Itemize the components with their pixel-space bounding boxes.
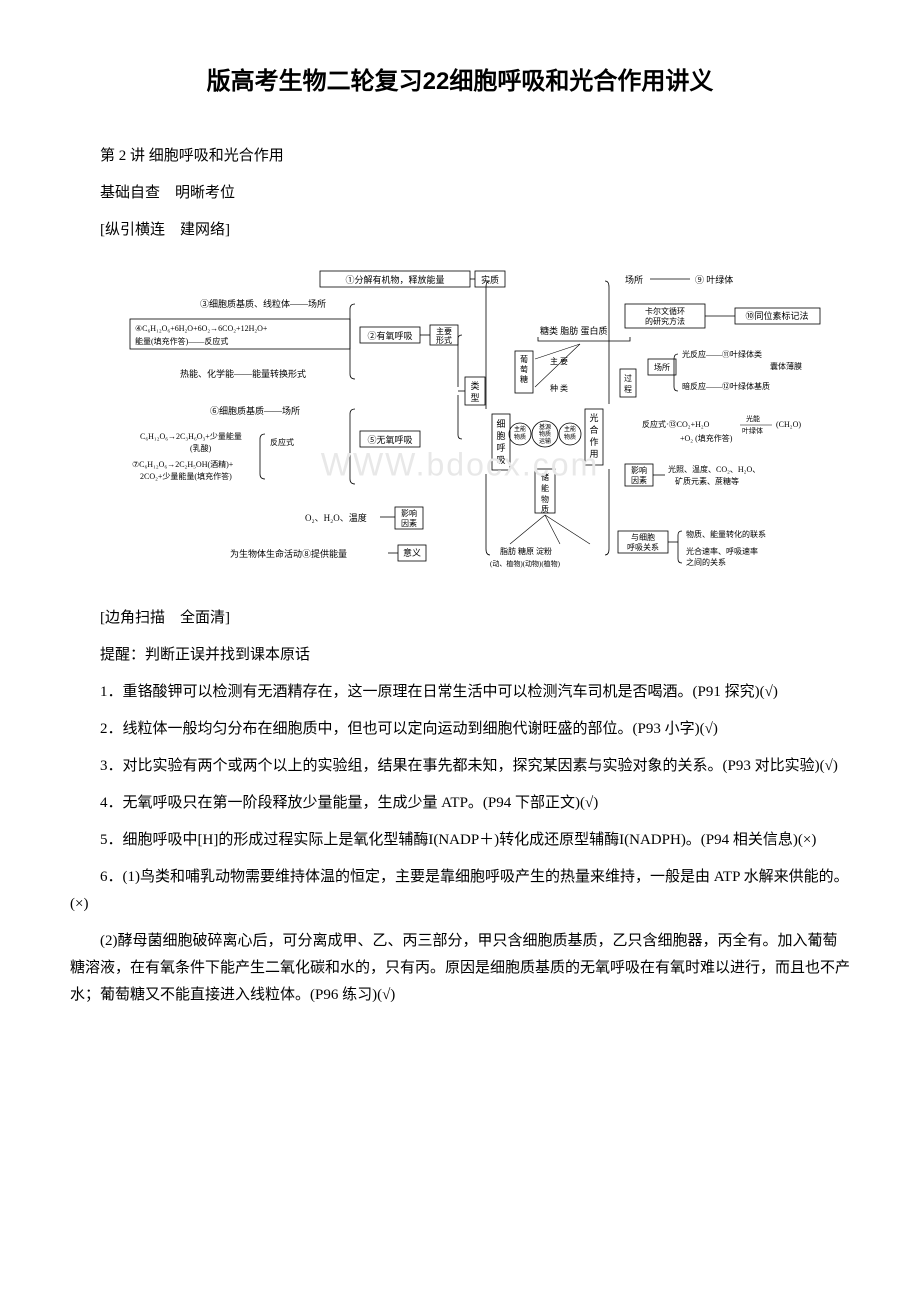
diagram-text: 能 — [541, 483, 549, 493]
diagram-text: 用 — [589, 449, 598, 459]
diagram-text: 与细胞 — [631, 532, 655, 542]
diagram-text: ③细胞质基质、线粒体——场所 — [200, 298, 326, 309]
diagram-text: 主要 — [436, 326, 452, 336]
diagram-text: 场所 — [625, 275, 643, 285]
item-1: 1．重铬酸钾可以检测有无酒精存在，这一原理在日常生活中可以检测汽车司机是否喝酒。… — [70, 679, 850, 706]
diagram-text: 为生物体生命活动⑧提供能量 — [230, 548, 347, 559]
item-6: 6．(1)鸟类和哺乳动物需要维持体温的恒定，主要是靠细胞呼吸产生的热量来维持，一… — [70, 864, 850, 918]
section2-reminder: 提醒：判断正误并找到课本原话 — [70, 642, 850, 669]
item-3: 3．对比实验有两个或两个以上的实验组，结果在事先都未知，探究某因素与实验对象的关… — [70, 753, 850, 780]
diagram-text: 矿质元素、蔗糖等 — [675, 476, 739, 486]
diagram-text: 吸 — [496, 455, 505, 465]
diagram-text: 糖 — [520, 374, 528, 384]
diagram-text: O₂、H₂O、温度 — [305, 512, 367, 523]
diagram-text: 种 类 — [550, 383, 568, 393]
diagram-text: 物质 — [539, 430, 551, 438]
diagram-text: 光能 — [746, 414, 760, 423]
diagram-text: 能量(填充作答)——反应式 — [135, 336, 228, 346]
diagram-text: (乳酸) — [190, 443, 212, 453]
diagram-text: 过 — [624, 373, 632, 383]
diagram-text: 物 — [541, 494, 549, 504]
diagram-text: 合 — [589, 424, 598, 435]
diagram-text: ⑩同位素标记法 — [745, 310, 808, 321]
item-5: 5．细胞呼吸中[H]的形成过程实际上是氧化型辅酶I(NADP＋)转化成还原型辅酶… — [70, 827, 850, 854]
diagram-text: 光 — [589, 412, 598, 423]
page-title: 版高考生物二轮复习22细胞呼吸和光合作用讲义 — [70, 60, 850, 103]
diagram-text: 储 — [541, 472, 549, 482]
diagram-text: 呼 — [496, 443, 505, 453]
diagram-text: (动、植物)(动物)(植物) — [490, 559, 561, 568]
diagram-svg: ①分解有机物，释放能量 实质 场所 ⑨ 叶绿体 ③细胞质基质、线粒体——场所 ④… — [70, 259, 850, 579]
diagram-text: 之间的关系 — [686, 557, 726, 567]
diagram-text: 卡尔文循环 — [645, 306, 685, 316]
section2-header: [边角扫描 全面清] — [70, 605, 850, 632]
diagram-text: 型 — [470, 393, 479, 403]
diagram-text: 囊体薄膜 — [770, 361, 802, 371]
diagram-text: 运输 — [539, 437, 551, 445]
diagram-text: (CH₂O) — [776, 420, 801, 429]
intro-line-2: 基础自查 明晰考位 — [70, 180, 850, 207]
diagram-text: 反应式 — [270, 437, 294, 447]
diagram-text: ④C₆H₁₂O₆+6H₂O+6O₂→6CO₂+12H₂O+ — [135, 324, 268, 333]
diagram-text: 暗反应——⑫叶绿体基质 — [682, 381, 770, 391]
diagram-text: ⑤无氧呼吸 — [367, 434, 412, 445]
item-4: 4．无氧呼吸只在第一阶段释放少量能量，生成少量 ATP。(P94 下部正文)(√… — [70, 790, 850, 817]
diagram-text: 影响 — [631, 465, 647, 475]
intro-line-1: 第 2 讲 细胞呼吸和光合作用 — [70, 143, 850, 170]
diagram-text: 葡 — [520, 354, 528, 364]
diagram-text: 的研究方法 — [645, 316, 685, 326]
diagram-text: ①分解有机物，释放能量 — [345, 274, 444, 285]
diagram-text: 因素 — [401, 518, 417, 528]
diagram-text: 场所 — [654, 362, 670, 372]
diagram-text: 2CO₂+少量能量(填充作答) — [140, 471, 232, 481]
diagram-text: 意义 — [403, 547, 421, 558]
diagram-text: +O₂ (填充作答) — [680, 433, 733, 443]
diagram-text: 光合速率、呼吸速率 — [686, 546, 758, 556]
concept-diagram: WWW.bdocx.com ①分解有机物，释放能量 实质 场所 ⑨ 叶绿体 ③细… — [70, 259, 850, 590]
diagram-text: 质 — [541, 504, 549, 514]
diagram-text: 形式 — [436, 335, 452, 345]
diagram-text: 细 — [496, 418, 505, 429]
diagram-text: 程 — [624, 385, 632, 394]
item-2: 2．线粒体一般均匀分布在细胞质中，但也可以定向运动到细胞代谢旺盛的部位。(P93… — [70, 716, 850, 743]
diagram-text: 胞 — [496, 430, 505, 441]
diagram-text: 主能 — [514, 425, 526, 433]
diagram-text: 类 — [470, 380, 479, 391]
diagram-text: ⑨ 叶绿体 — [695, 274, 733, 285]
diagram-text: 叶绿体 — [742, 426, 763, 435]
diagram-text: 热能、化学能——能量转换形式 — [180, 368, 306, 379]
diagram-text: 反应式·⑬CO₂+H₂O — [642, 419, 710, 429]
diagram-text: ⑥细胞质基质——场所 — [210, 405, 300, 416]
diagram-text: 基源 — [539, 423, 551, 431]
diagram-text: 实质 — [481, 274, 499, 285]
intro-line-3: [纵引横连 建网络] — [70, 217, 850, 244]
diagram-text: 作 — [589, 436, 598, 447]
diagram-text: 物质 — [514, 433, 526, 441]
diagram-text: C₆H₁₂O₆→2C₃H₆O₃+少量能量 — [140, 431, 242, 441]
diagram-text: 糖类 脂肪 蛋白质 — [540, 325, 608, 336]
diagram-text: 影响 — [401, 508, 417, 518]
diagram-text: 物质、能量转化的联系 — [686, 529, 766, 539]
item-6b: (2)酵母菌细胞破碎离心后，可分离成甲、乙、丙三部分，甲只含细胞质基质，乙只含细… — [70, 928, 850, 1009]
diagram-text: 光反应——⑪叶绿体类 — [682, 349, 762, 359]
diagram-text: ②有氧呼吸 — [367, 330, 412, 341]
diagram-text: 物质 — [564, 433, 576, 441]
diagram-text: 脂肪 糖原 淀粉 — [500, 546, 552, 556]
diagram-text: 呼吸关系 — [627, 542, 659, 552]
diagram-text: 光照、温度、CO₂、H₂O、 — [668, 464, 760, 474]
diagram-text: ⑦C₆H₁₂O₆→2C₂H₅OH(酒精)+ — [132, 459, 234, 469]
diagram-text: 因素 — [631, 475, 647, 485]
diagram-text: 主 要 — [550, 356, 568, 366]
diagram-text: 主能 — [564, 425, 576, 433]
diagram-text: 萄 — [520, 364, 528, 374]
